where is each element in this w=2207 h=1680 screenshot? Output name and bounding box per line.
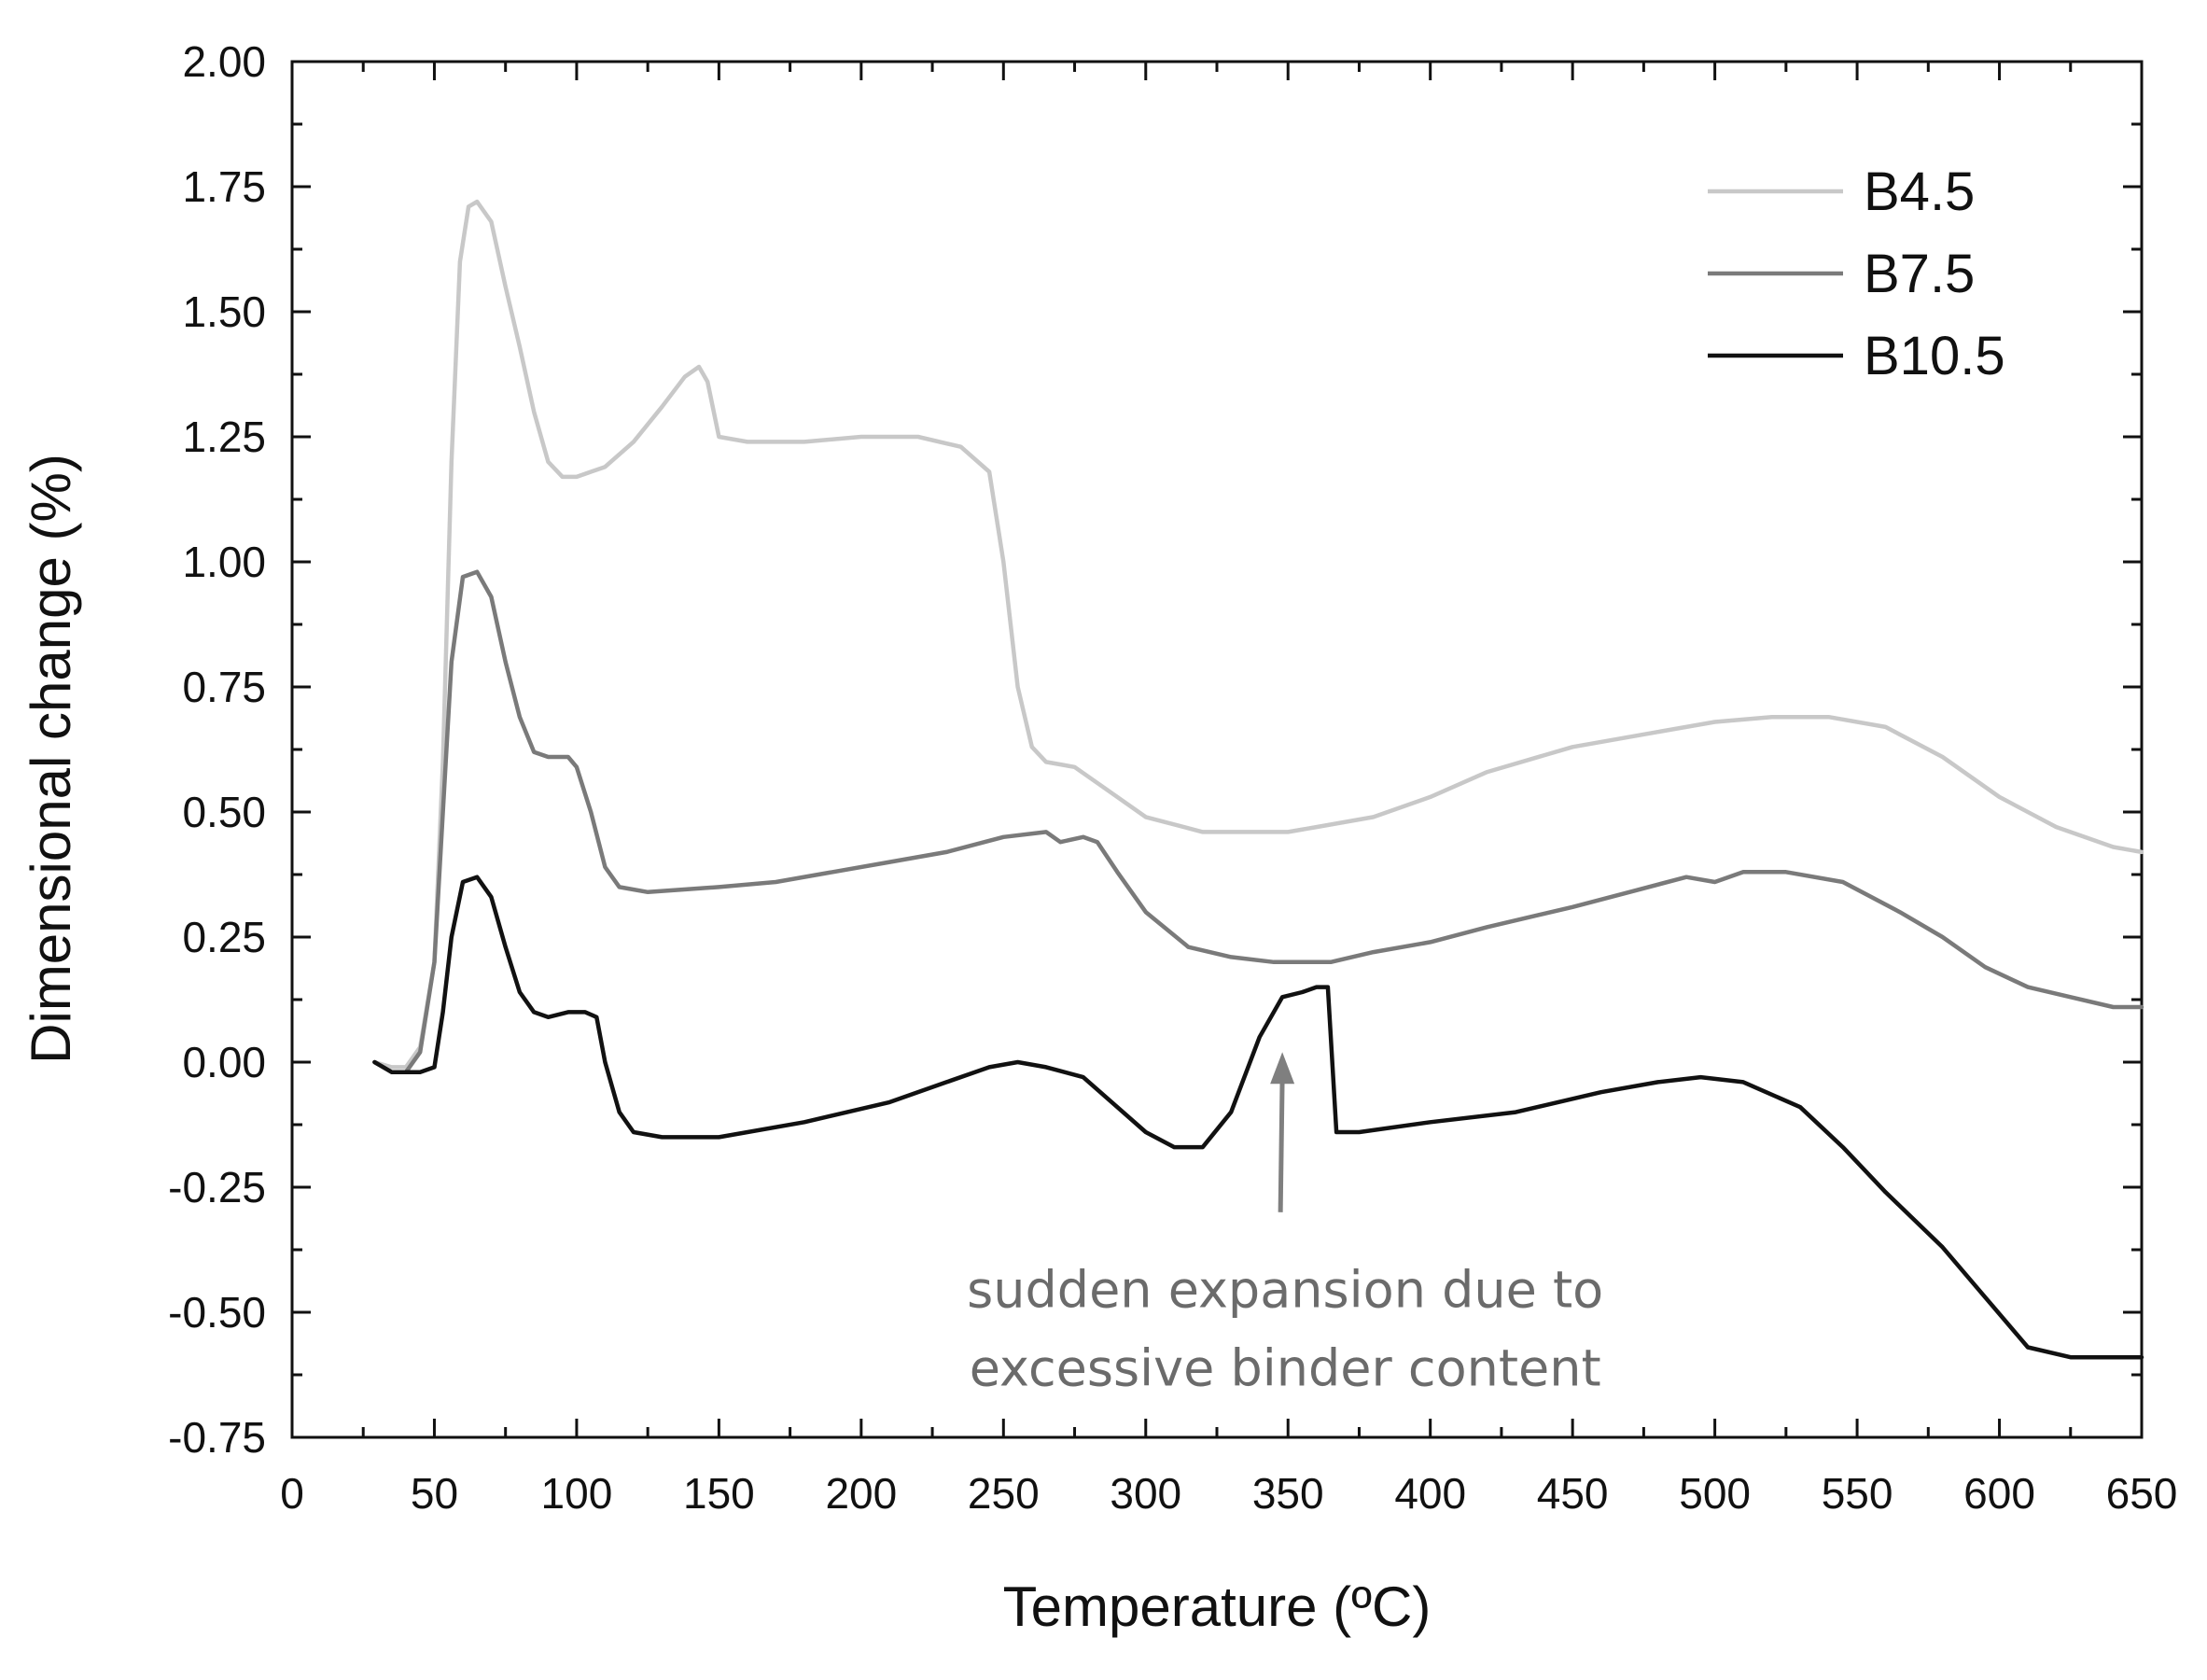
series-line-b10-5 (372, 875, 2144, 1360)
x-tick-label: 450 (1537, 1469, 1609, 1518)
legend-label: B4.5 (1864, 161, 1975, 222)
y-tick-label: 0.25 (182, 913, 266, 961)
x-tick-label: 0 (280, 1469, 304, 1518)
y-tick-label: 1.75 (182, 162, 266, 211)
x-tick-label: 250 (968, 1469, 1040, 1518)
annotation-arrow-shaft (1278, 1076, 1285, 1212)
x-tick-label: 100 (541, 1469, 613, 1518)
legend-label: B7.5 (1864, 244, 1975, 304)
y-tick-label: -0.25 (168, 1163, 266, 1211)
legend-label: B10.5 (1864, 326, 2005, 386)
y-tick-label: 1.00 (182, 538, 266, 586)
x-tick-label: 300 (1110, 1469, 1181, 1518)
y-tick-label: -0.50 (168, 1288, 266, 1337)
series-line-b7-5 (372, 569, 2144, 1074)
x-tick-label: 550 (1822, 1469, 1893, 1518)
x-tick-label: 350 (1252, 1469, 1324, 1518)
y-tick-label: 0.00 (182, 1038, 266, 1086)
y-tick-label: 1.50 (182, 287, 266, 336)
annotation-text: sudden expansion due to (967, 1261, 1603, 1320)
y-tick-label: 1.25 (182, 413, 266, 461)
x-tick-label: 500 (1679, 1469, 1751, 1518)
x-tick-label: 150 (683, 1469, 755, 1518)
x-tick-label: 400 (1394, 1469, 1466, 1518)
y-tick-label: 2.00 (182, 37, 266, 86)
y-tick-label: -0.75 (168, 1413, 266, 1462)
annotation-text: excessive binder content (970, 1339, 1601, 1398)
x-tick-label: 200 (825, 1469, 897, 1518)
y-axis-title: Dimensional change (%) (20, 454, 82, 1064)
series-line-b4-5 (372, 199, 2144, 1070)
x-tick-label: 650 (2106, 1469, 2178, 1518)
y-tick-label: 0.75 (182, 663, 266, 711)
x-tick-label: 600 (1963, 1469, 2035, 1518)
annotation-arrowhead (1270, 1052, 1295, 1085)
x-axis-title: Temperature (ºC) (1003, 1575, 1432, 1638)
y-tick-label: 0.50 (182, 788, 266, 836)
x-tick-label: 50 (411, 1469, 458, 1518)
